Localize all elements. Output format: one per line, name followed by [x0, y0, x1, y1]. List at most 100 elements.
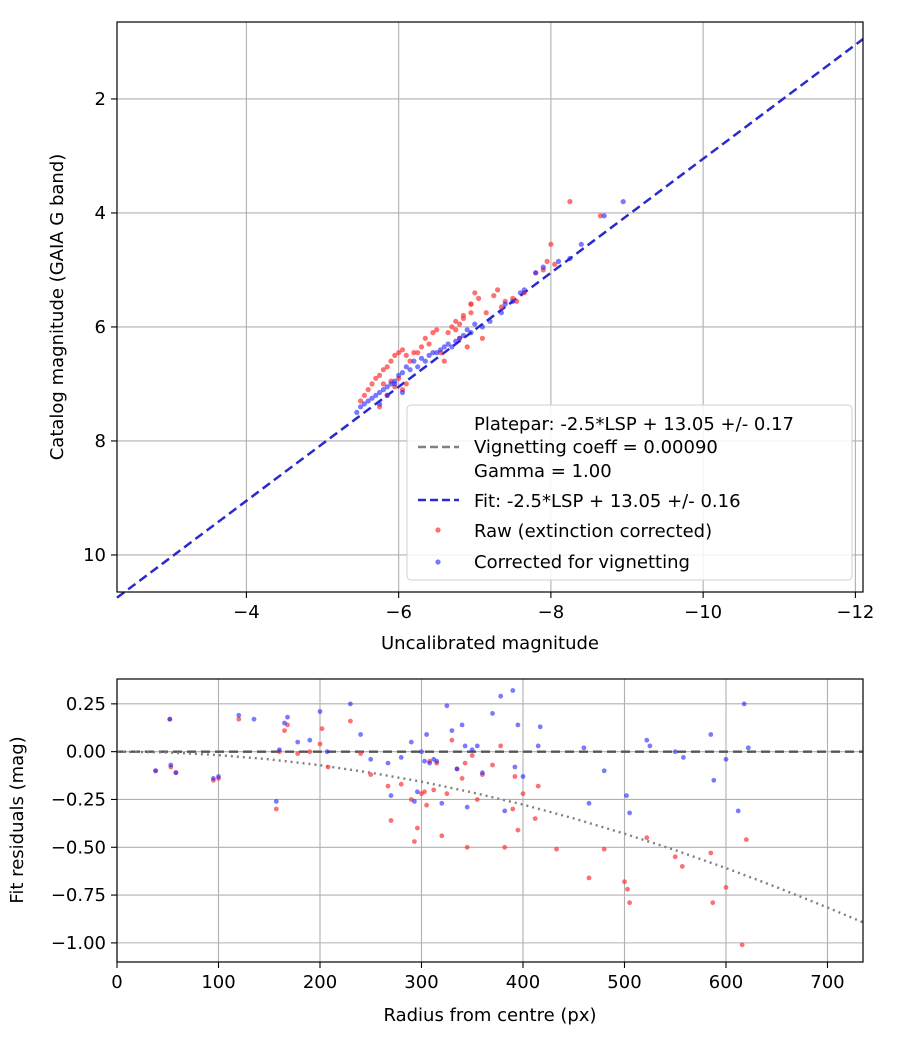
- bottom-corrected-point: [681, 755, 686, 760]
- top-y-tick-label: 10: [83, 545, 106, 566]
- bottom-raw-point: [317, 741, 323, 747]
- bottom-raw-point: [459, 776, 465, 781]
- legend-platepar-label: Platepar: -2.5*LSP + 13.05 +/- 0.17: [474, 414, 794, 435]
- top-corrected-point: [377, 401, 383, 407]
- top-corrected-point: [521, 287, 527, 293]
- top-raw-point: [380, 381, 386, 387]
- top-corrected-point: [384, 392, 390, 398]
- top-corrected-point: [358, 404, 364, 410]
- bottom-y-tick-label: −1.00: [51, 933, 106, 954]
- bottom-raw-point: [319, 726, 325, 732]
- bottom-raw-point: [385, 783, 391, 789]
- bottom-corrected-point: [444, 703, 450, 709]
- bottom-corrected-point: [398, 755, 404, 760]
- bottom-corrected-point: [512, 764, 518, 770]
- legend-corrected-label: Corrected for vignetting: [474, 552, 690, 573]
- bottom-raw-point: [554, 846, 559, 852]
- bottom-raw-point: [625, 886, 630, 892]
- bottom-x-tick-label: 200: [303, 972, 337, 993]
- bottom-corrected-point: [480, 770, 485, 776]
- bottom-corrected-point: [711, 777, 717, 783]
- bottom-raw-point: [295, 751, 301, 756]
- top-raw-point: [441, 358, 447, 364]
- bottom-corrected-point: [498, 693, 504, 699]
- legend-raw-label: Raw (extinction corrected): [474, 521, 712, 542]
- top-corrected-point: [411, 358, 417, 364]
- top-corrected-point: [453, 338, 459, 344]
- top-corrected-point: [403, 364, 409, 370]
- bottom-corrected-point: [236, 712, 242, 718]
- bottom-corrected-point: [672, 749, 678, 755]
- top-plot-fit-lines: [116, 38, 864, 599]
- top-plot-y-axis-label: Catalog magnitude (GAIA G band): [47, 154, 68, 461]
- top-raw-point: [392, 352, 398, 358]
- top-raw-point: [361, 392, 367, 398]
- bottom-raw-point: [601, 846, 607, 852]
- residuals-plot: 0 100 200 300 400 500 600 700 0.25 0.00 −0.25 −0.50…: [7, 678, 864, 1026]
- bottom-raw-point: [502, 844, 508, 850]
- bottom-plot-y-axis-label: Fit residuals (mag): [7, 736, 28, 903]
- top-corrected-point: [380, 387, 386, 393]
- top-corrected-point: [457, 335, 463, 341]
- bottom-corrected-point: [167, 716, 173, 722]
- top-corrected-point: [418, 355, 425, 361]
- bottom-corrected-point: [624, 793, 629, 798]
- bottom-corrected-point: [581, 745, 587, 751]
- top-raw-point: [476, 295, 482, 301]
- top-corrected-point: [464, 327, 470, 333]
- top-corrected-point: [472, 321, 478, 327]
- bottom-corrected-point: [741, 701, 747, 707]
- bottom-y-tick-label: −0.50: [51, 837, 106, 858]
- bottom-raw-point: [515, 827, 521, 833]
- top-corrected-point: [460, 332, 466, 339]
- bottom-x-tick-label: 600: [709, 972, 743, 993]
- top-corrected-point: [388, 381, 394, 387]
- bottom-raw-point: [490, 762, 495, 768]
- bottom-corrected-point: [385, 760, 391, 766]
- top-corrected-point: [399, 370, 406, 376]
- bottom-corrected-point: [368, 756, 374, 762]
- bottom-raw-point: [431, 787, 437, 793]
- top-corrected-point: [498, 310, 504, 316]
- top-corrected-point: [449, 344, 455, 350]
- top-y-tick-label: 8: [95, 431, 106, 452]
- bottom-raw-point: [307, 749, 313, 755]
- bottom-corrected-point: [490, 711, 495, 716]
- bottom-corrected-point: [412, 799, 417, 804]
- bottom-raw-point: [449, 737, 455, 743]
- top-y-tick-label: 4: [95, 203, 106, 224]
- top-corrected-point: [426, 352, 432, 358]
- top-raw-point: [597, 213, 604, 219]
- bottom-plot-lines: [116, 750, 864, 924]
- bottom-corrected-point: [348, 701, 353, 707]
- bottom-plot-ticks: 0 100 200 300 400 500 600 700 0.25 0.00 −0.25 −0.50…: [51, 694, 845, 993]
- top-y-tick-label: 2: [95, 89, 106, 110]
- top-raw-point: [434, 327, 440, 333]
- top-raw-point: [479, 335, 485, 341]
- bottom-raw-point: [415, 825, 420, 831]
- top-raw-point: [495, 287, 501, 293]
- top-raw-point: [552, 261, 558, 267]
- bottom-x-tick-label: 500: [607, 972, 641, 993]
- top-x-tick-label: −4: [233, 602, 260, 623]
- top-raw-point: [358, 398, 364, 404]
- bottom-raw-point: [273, 806, 279, 812]
- top-corrected-point: [487, 318, 493, 324]
- bottom-corrected-point: [358, 732, 363, 737]
- bottom-corrected-point: [723, 756, 729, 762]
- bottom-corrected-point: [459, 722, 465, 728]
- bottom-corrected-point: [474, 743, 480, 749]
- top-corrected-point: [510, 298, 516, 304]
- bottom-corrected-point: [251, 716, 257, 722]
- bottom-x-tick-label: 400: [506, 972, 540, 993]
- top-plot-x-axis-label: Uncalibrated magnitude: [381, 633, 599, 654]
- legend-gamma-label: Gamma = 1.00: [474, 461, 612, 482]
- bottom-raw-point: [424, 802, 429, 808]
- bottom-raw-point: [388, 818, 394, 823]
- top-raw-point: [453, 327, 459, 333]
- top-raw-point: [399, 347, 406, 353]
- bottom-raw-point: [358, 751, 363, 756]
- bottom-corrected-point: [427, 760, 432, 766]
- bottom-raw-point: [710, 900, 716, 906]
- bottom-plot-frame: [116, 678, 864, 963]
